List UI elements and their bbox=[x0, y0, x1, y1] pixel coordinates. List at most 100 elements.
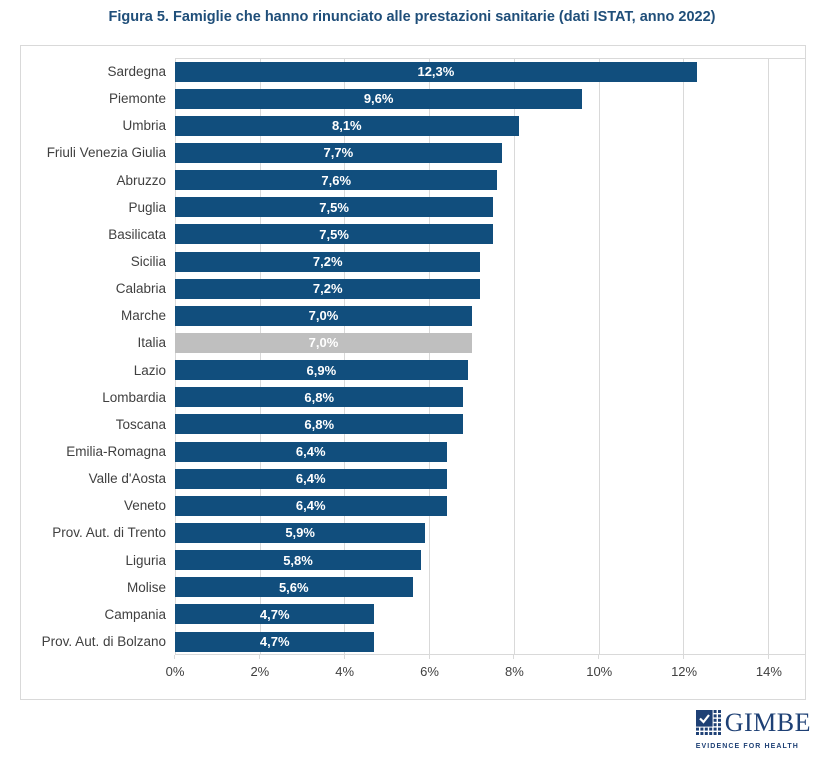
bar-track: 8,1% bbox=[175, 115, 805, 136]
bar-row: Sicilia 7,2% bbox=[21, 248, 805, 275]
gridline bbox=[259, 59, 261, 654]
gimbe-logo: GIMBE EVIDENCE FOR HEALTH bbox=[695, 708, 811, 750]
axis-tick-mark bbox=[598, 655, 600, 659]
bar-row: Campania 4,7% bbox=[21, 601, 805, 628]
bar: 8,1% bbox=[175, 115, 519, 136]
bar: 4,7% bbox=[175, 631, 375, 652]
category-label: Friuli Venezia Giulia bbox=[46, 145, 166, 161]
bar-row: Abruzzo 7,6% bbox=[21, 167, 805, 194]
gridline bbox=[683, 59, 685, 654]
bar-value-label: 7,0% bbox=[308, 335, 339, 351]
page-title: Figura 5. Famiglie che hanno rinunciato … bbox=[108, 9, 716, 25]
bar-row: Liguria 5,8% bbox=[21, 547, 805, 574]
bar-track: 7,7% bbox=[175, 142, 805, 163]
axis-tick-mark bbox=[767, 655, 769, 659]
bar-value-label: 7,2% bbox=[312, 281, 343, 297]
bar-value-label: 7,0% bbox=[308, 308, 339, 324]
bar: 12,3% bbox=[175, 61, 697, 82]
bar-rows: Sardegna 12,3% Piemonte 9,6% Umbria 8,1% Friul… bbox=[21, 58, 805, 655]
bar-track: 6,9% bbox=[175, 360, 805, 381]
category-label: Prov. Aut. di Bolzano bbox=[41, 634, 166, 650]
bar: 7,0% bbox=[175, 305, 472, 326]
bar: 7,2% bbox=[175, 251, 481, 272]
bar-row: Veneto 6,4% bbox=[21, 492, 805, 519]
bar-track: 9,6% bbox=[175, 88, 805, 109]
bar-row: Basilicata 7,5% bbox=[21, 221, 805, 248]
bar-row: Italia 7,0% bbox=[21, 329, 805, 356]
category-label: Liguria bbox=[125, 552, 166, 568]
axis-tick-mark bbox=[428, 655, 430, 659]
bar-track: 7,0% bbox=[175, 305, 805, 326]
bar-track: 12,3% bbox=[175, 61, 805, 82]
axis-tick-mark bbox=[343, 655, 345, 659]
category-label: Veneto bbox=[123, 498, 166, 514]
category-label: Basilicata bbox=[108, 226, 166, 242]
bar-track: 6,4% bbox=[175, 441, 805, 462]
axis-tick-label: 14% bbox=[755, 664, 782, 679]
bar-value-label: 7,2% bbox=[312, 254, 343, 270]
category-label: Molise bbox=[126, 579, 166, 595]
axis-tick-mark bbox=[683, 655, 685, 659]
bar-row: Lazio 6,9% bbox=[21, 357, 805, 384]
bar-value-label: 4,7% bbox=[259, 606, 290, 622]
category-label: Italia bbox=[137, 335, 166, 351]
bar-value-label: 6,4% bbox=[295, 444, 326, 460]
grid-check-icon bbox=[695, 710, 722, 741]
category-label: Umbria bbox=[122, 118, 166, 134]
bar: 6,8% bbox=[175, 387, 464, 408]
bar-track: 6,4% bbox=[175, 468, 805, 489]
category-label: Valle d'Aosta bbox=[88, 471, 166, 487]
bar-value-label: 5,6% bbox=[278, 579, 309, 595]
bar-track: 5,6% bbox=[175, 577, 805, 598]
category-label: Emilia-Romagna bbox=[66, 444, 166, 460]
axis-tick-mark bbox=[513, 655, 515, 659]
bar-row: Piemonte 9,6% bbox=[21, 85, 805, 112]
bar-track: 7,6% bbox=[175, 170, 805, 191]
gridlines-layer bbox=[175, 58, 805, 655]
bar-row: Prov. Aut. di Bolzano 4,7% bbox=[21, 628, 805, 655]
x-axis: 0% 2% 4% 6% 8% 10% 12% 14% bbox=[166, 655, 805, 695]
bar-track: 7,0% bbox=[175, 332, 805, 353]
bar: 7,5% bbox=[175, 224, 494, 245]
bar-value-label: 6,9% bbox=[306, 362, 337, 378]
bar: 6,4% bbox=[175, 441, 447, 462]
bar-value-label: 7,5% bbox=[319, 199, 349, 215]
bar-track: 5,8% bbox=[175, 550, 805, 571]
category-label: Campania bbox=[104, 606, 166, 622]
category-label: Sardegna bbox=[107, 64, 166, 80]
bar-track: 7,5% bbox=[175, 224, 805, 245]
axis-tick-label: 2% bbox=[250, 664, 270, 679]
brand-tagline: EVIDENCE FOR HEALTH bbox=[695, 743, 799, 750]
gridline bbox=[767, 59, 769, 654]
bar-track: 4,7% bbox=[175, 631, 805, 652]
bar-value-label: 6,8% bbox=[304, 416, 335, 432]
bar-track: 7,2% bbox=[175, 251, 805, 272]
category-label: Piemonte bbox=[108, 91, 166, 107]
axis-tick-mark bbox=[258, 655, 260, 659]
axis-tick-mark bbox=[174, 655, 175, 659]
category-label: Puglia bbox=[128, 199, 166, 215]
gridline bbox=[513, 59, 515, 654]
bar: 9,6% bbox=[175, 88, 583, 109]
bar-value-label: 6,8% bbox=[304, 389, 335, 405]
bar-value-label: 12,3% bbox=[417, 64, 455, 80]
bar-value-label: 6,4% bbox=[295, 471, 326, 487]
category-label: Calabria bbox=[115, 281, 166, 297]
bar-track: 7,2% bbox=[175, 278, 805, 299]
bar-row: Marche 7,0% bbox=[21, 302, 805, 329]
bar: 6,4% bbox=[175, 495, 447, 516]
bar-row: Sardegna 12,3% bbox=[21, 58, 805, 85]
bar-row: Friuli Venezia Giulia 7,7% bbox=[21, 139, 805, 166]
axis-tick-label: 12% bbox=[671, 664, 698, 679]
bar-value-label: 4,7% bbox=[259, 634, 290, 650]
category-label: Lazio bbox=[133, 362, 166, 378]
bar-track: 6,8% bbox=[175, 387, 805, 408]
bar-value-label: 9,6% bbox=[363, 91, 394, 107]
bar: 5,9% bbox=[175, 522, 426, 543]
bar-track: 6,8% bbox=[175, 414, 805, 435]
brand-text: GIMBE bbox=[724, 708, 811, 737]
bar-row: Valle d'Aosta 6,4% bbox=[21, 465, 805, 492]
gridline bbox=[344, 59, 346, 654]
bar-value-label: 7,6% bbox=[321, 172, 352, 188]
category-label: Lombardia bbox=[102, 389, 166, 405]
